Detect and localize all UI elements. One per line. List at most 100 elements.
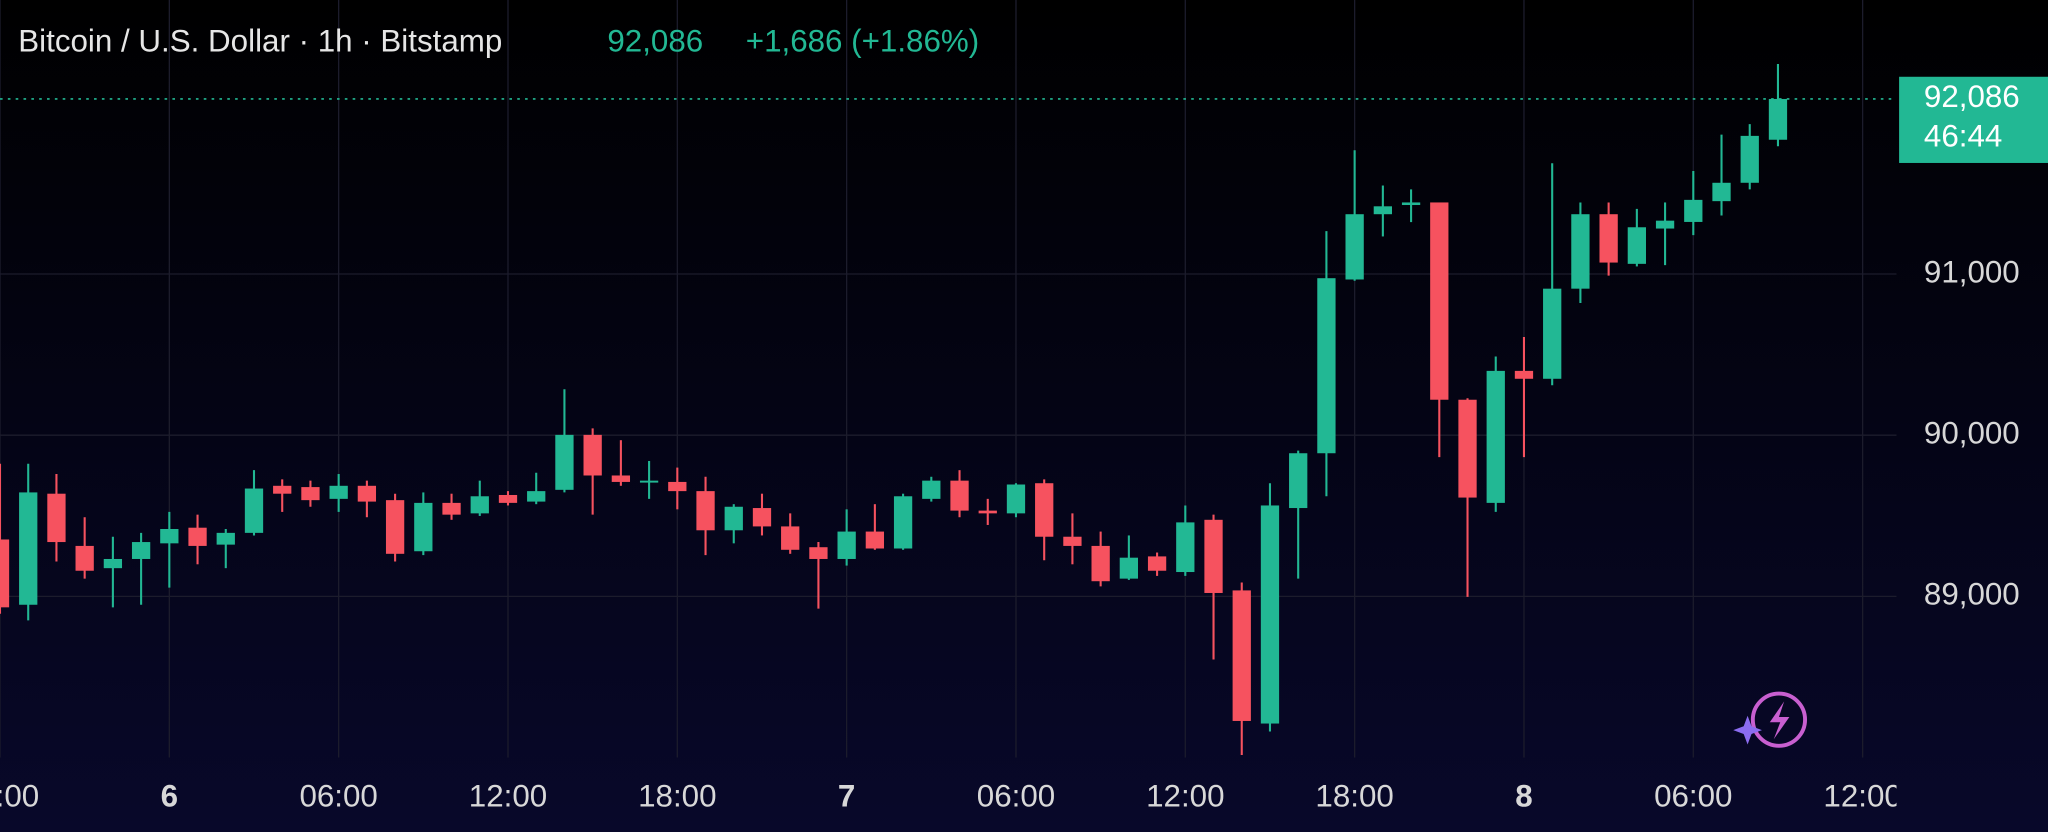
candle [696, 476, 715, 556]
candle [837, 509, 856, 566]
grid [0, 0, 1897, 758]
candle [1430, 202, 1449, 458]
x-tick-label: 06:00 [977, 778, 1055, 813]
candle [781, 513, 800, 554]
candle-body [470, 496, 489, 514]
candle [301, 480, 320, 507]
x-tick-label: 7 [838, 778, 855, 813]
candle-body [527, 491, 546, 502]
candle-body [357, 485, 377, 502]
candle [950, 470, 969, 518]
candle-body [1768, 98, 1788, 140]
price-tag-label: 92,086 [1924, 79, 2020, 114]
candle-body [442, 502, 461, 515]
candle-body [1289, 453, 1308, 509]
candle-body [498, 494, 518, 503]
candle [1571, 202, 1590, 304]
candle-body [1204, 519, 1223, 593]
x-tick-label: 12:00 [1823, 778, 1901, 813]
candle [103, 536, 123, 608]
x-tick-label: 06:00 [1654, 778, 1732, 813]
candle-body [131, 542, 151, 559]
candles [0, 63, 1788, 755]
candle [1147, 552, 1167, 576]
candle-body [1147, 556, 1167, 571]
candle [1627, 208, 1646, 267]
y-tick-label: 89,000 [1924, 577, 2020, 612]
price-tag-countdown: 46:44 [1924, 118, 2002, 153]
candle [527, 472, 546, 505]
candle-body [47, 493, 66, 543]
candle-body [1006, 484, 1026, 514]
candle-body [1543, 288, 1562, 379]
candle [1458, 398, 1477, 597]
candle-body [1119, 557, 1139, 579]
candle-body [244, 488, 264, 533]
candle-body [1486, 370, 1505, 503]
candle [1317, 231, 1336, 497]
axes: 89,000 90,000 91,000 18:00 6 06:00 12:00 18:00 7… [0, 76, 2048, 813]
candle [498, 491, 518, 506]
candle-body [1655, 220, 1675, 229]
candle [1655, 202, 1675, 266]
assistant-icon[interactable] [1733, 691, 1808, 748]
candle-body [724, 506, 743, 531]
candle [1373, 185, 1392, 237]
candle-body [1260, 505, 1280, 724]
candle-body [1571, 214, 1590, 289]
x-tick-label: 8 [1515, 778, 1532, 813]
candle [1768, 63, 1788, 147]
candle-body [1684, 199, 1703, 222]
candle [1345, 150, 1364, 281]
candle-body [922, 480, 941, 499]
candle [1063, 513, 1082, 565]
candle [1514, 337, 1534, 458]
candle [611, 440, 631, 486]
candle [273, 479, 292, 512]
candle-body [1232, 590, 1251, 721]
price-tag [1899, 76, 2048, 163]
candle-body [555, 434, 574, 490]
candle-body [1599, 214, 1618, 263]
candle [357, 480, 377, 518]
candle [1119, 535, 1139, 580]
candle [1543, 163, 1562, 386]
candle-body [1740, 135, 1759, 183]
candle-body [1373, 206, 1392, 215]
candle-body [385, 500, 405, 554]
candle [1684, 171, 1703, 236]
candle-body [809, 547, 828, 559]
candle [639, 460, 659, 499]
candle [1712, 134, 1731, 216]
candle-body [216, 532, 235, 545]
candle [1401, 189, 1421, 223]
candle-body [0, 539, 10, 608]
x-tick-label: 12:00 [1146, 778, 1224, 813]
candle-body [583, 434, 602, 476]
candle-body [103, 558, 123, 569]
candle [1006, 483, 1026, 518]
candle-body [1514, 370, 1534, 379]
candle-body [19, 492, 38, 605]
x-tick-label: 06:00 [299, 778, 377, 813]
candle [893, 493, 913, 550]
x-tick-label: 18:00 [638, 778, 716, 813]
candle-body [865, 531, 885, 549]
candle [131, 532, 151, 605]
candle [1091, 531, 1110, 587]
candle [1204, 514, 1223, 660]
candle-body [639, 480, 659, 483]
candle [978, 498, 997, 525]
candle [47, 474, 66, 562]
candle [19, 463, 38, 621]
candle-body [978, 510, 997, 514]
candle [385, 493, 405, 562]
candle-body [1091, 545, 1110, 582]
candle [188, 514, 207, 565]
x-tick-label: 18:00 [1315, 778, 1393, 813]
candle [1486, 356, 1505, 512]
candle-body [1317, 278, 1336, 454]
